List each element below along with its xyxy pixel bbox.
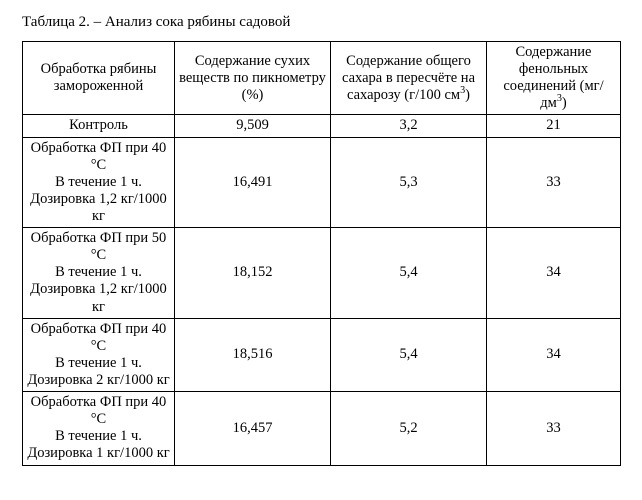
col-header-sugar-text: Содержание общего сахара в пересчёте на …	[342, 53, 475, 103]
cell-dry: 16,457	[175, 392, 331, 465]
col-header-sugar: Содержание общего сахара в пересчёте на …	[331, 42, 487, 115]
table-row: Контроль9,5093,221	[23, 115, 621, 137]
cell-phenol: 34	[487, 228, 621, 319]
cell-phenol: 34	[487, 318, 621, 391]
table-caption: Таблица 2. – Анализ сока рябины садовой	[22, 14, 620, 31]
col-header-phenol: Содержание фенольных соединений (мг/дм3)	[487, 42, 621, 115]
cell-treatment: Обработка ФП при 40 °CВ течение 1 ч.Дози…	[23, 392, 175, 465]
cell-phenol: 21	[487, 115, 621, 137]
col-header-treatment: Обработка рябины замороженной	[23, 42, 175, 115]
cell-dry: 9,509	[175, 115, 331, 137]
cell-dry: 18,152	[175, 228, 331, 319]
cell-dry: 16,491	[175, 137, 331, 228]
cell-phenol: 33	[487, 137, 621, 228]
cell-treatment: Контроль	[23, 115, 175, 137]
cell-sugar: 5,2	[331, 392, 487, 465]
table-body: Контроль9,5093,221Обработка ФП при 40 °C…	[23, 115, 621, 465]
col-header-sugar-close: )	[465, 87, 470, 103]
cell-treatment: Обработка ФП при 50 °CВ течение 1 ч.Дози…	[23, 228, 175, 319]
col-header-dry: Содержание сухих веществ по пикнометру (…	[175, 42, 331, 115]
cell-treatment: Обработка ФП при 40 °CВ течение 1 ч.Дози…	[23, 137, 175, 228]
cell-sugar: 5,4	[331, 318, 487, 391]
col-header-phenol-close: )	[562, 95, 567, 111]
table-row: Обработка ФП при 40 °CВ течение 1 ч.Дози…	[23, 392, 621, 465]
table-header-row: Обработка рябины замороженной Содержание…	[23, 42, 621, 115]
col-header-phenol-text: Содержание фенольных соединений (мг/дм	[503, 44, 603, 111]
cell-sugar: 5,4	[331, 228, 487, 319]
table-row: Обработка ФП при 40 °CВ течение 1 ч.Дози…	[23, 137, 621, 228]
cell-sugar: 5,3	[331, 137, 487, 228]
table-row: Обработка ФП при 50 °CВ течение 1 ч.Дози…	[23, 228, 621, 319]
cell-dry: 18,516	[175, 318, 331, 391]
cell-treatment: Обработка ФП при 40 °CВ течение 1 ч.Дози…	[23, 318, 175, 391]
table-row: Обработка ФП при 40 °CВ течение 1 ч.Дози…	[23, 318, 621, 391]
analysis-table: Обработка рябины замороженной Содержание…	[22, 41, 621, 466]
cell-phenol: 33	[487, 392, 621, 465]
cell-sugar: 3,2	[331, 115, 487, 137]
